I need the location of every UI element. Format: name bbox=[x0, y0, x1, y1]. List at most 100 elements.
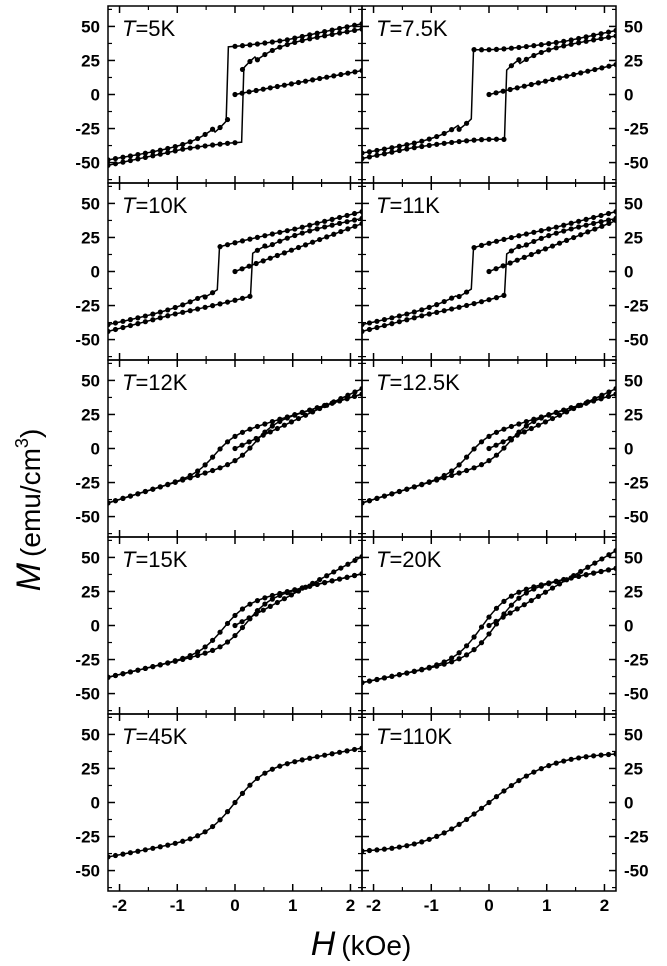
loop-curves bbox=[362, 27, 616, 162]
data-point bbox=[500, 88, 506, 94]
data-point bbox=[120, 318, 126, 324]
data-point bbox=[108, 328, 111, 335]
data-point bbox=[381, 846, 388, 852]
data-point bbox=[523, 419, 529, 425]
data-point bbox=[232, 445, 238, 452]
data-point bbox=[486, 268, 492, 275]
data-point bbox=[419, 138, 425, 144]
x-axis-symbol: H bbox=[311, 925, 336, 963]
data-point bbox=[262, 421, 268, 427]
data-point bbox=[187, 299, 193, 305]
data-point bbox=[441, 830, 447, 836]
data-point bbox=[142, 313, 148, 319]
y-tick-label: -25 bbox=[75, 828, 100, 847]
y-tick-label: 25 bbox=[81, 228, 100, 247]
data-point bbox=[613, 208, 616, 215]
data-point bbox=[224, 140, 231, 146]
data-point bbox=[471, 300, 477, 307]
data-point bbox=[142, 319, 148, 325]
data-point bbox=[150, 317, 156, 323]
data-point bbox=[108, 500, 111, 506]
data-point bbox=[344, 219, 350, 225]
data-point bbox=[172, 144, 178, 150]
data-point bbox=[546, 233, 552, 239]
data-point bbox=[299, 409, 305, 416]
data-point bbox=[269, 596, 275, 602]
data-point bbox=[269, 39, 275, 45]
data-point bbox=[546, 581, 552, 587]
data-point bbox=[292, 226, 298, 232]
data-point bbox=[568, 41, 574, 47]
data-point bbox=[307, 228, 313, 234]
data-point bbox=[419, 667, 425, 673]
data-point bbox=[180, 146, 186, 152]
x-tick-label: -1 bbox=[424, 896, 439, 915]
data-point bbox=[322, 224, 328, 230]
data-point bbox=[478, 137, 485, 143]
data-point bbox=[322, 33, 328, 39]
ascending-branch bbox=[108, 217, 362, 333]
data-point bbox=[426, 479, 432, 485]
data-point bbox=[501, 426, 507, 432]
data-point bbox=[269, 241, 275, 248]
loop-curves bbox=[362, 208, 616, 335]
y-tick-label: 25 bbox=[81, 51, 100, 70]
data-point bbox=[456, 650, 462, 656]
data-point bbox=[112, 161, 119, 167]
data-point bbox=[535, 593, 541, 599]
data-point bbox=[516, 595, 522, 601]
data-point bbox=[605, 34, 612, 40]
data-point bbox=[187, 145, 193, 151]
y-tick-label: 0 bbox=[91, 440, 100, 459]
data-point bbox=[516, 421, 522, 427]
data-point bbox=[426, 142, 432, 148]
data-point bbox=[516, 57, 522, 63]
panel-temperature-label: T=20K bbox=[376, 547, 442, 572]
data-point bbox=[613, 215, 616, 222]
data-point bbox=[456, 138, 462, 145]
data-point bbox=[253, 260, 259, 267]
data-point bbox=[314, 581, 320, 588]
data-point bbox=[590, 398, 597, 404]
data-point bbox=[396, 147, 402, 154]
data-point bbox=[217, 465, 223, 471]
data-point bbox=[120, 671, 126, 677]
data-point bbox=[463, 467, 470, 474]
data-point bbox=[456, 462, 462, 468]
data-point bbox=[396, 672, 402, 678]
data-point bbox=[531, 769, 537, 775]
data-point bbox=[180, 656, 186, 663]
data-point bbox=[605, 393, 612, 399]
data-point bbox=[478, 462, 485, 468]
data-point bbox=[277, 592, 283, 599]
data-point bbox=[374, 318, 380, 324]
data-point bbox=[314, 34, 320, 40]
data-point bbox=[486, 445, 492, 452]
data-point bbox=[120, 495, 126, 501]
data-point bbox=[538, 228, 544, 234]
data-point bbox=[478, 47, 485, 53]
panel-label-symbol: T bbox=[376, 547, 391, 572]
data-point bbox=[135, 315, 141, 321]
data-point bbox=[441, 298, 447, 305]
data-point bbox=[172, 311, 178, 317]
data-point bbox=[396, 143, 402, 149]
data-point bbox=[317, 75, 323, 82]
data-point bbox=[314, 226, 320, 232]
data-point bbox=[389, 149, 395, 155]
data-point bbox=[561, 228, 567, 234]
y-axis-unit-power: 3 bbox=[12, 438, 32, 448]
data-point bbox=[150, 153, 156, 159]
data-point bbox=[411, 315, 417, 321]
data-point bbox=[135, 491, 141, 497]
data-point bbox=[585, 564, 591, 570]
data-point bbox=[310, 77, 316, 83]
data-point bbox=[561, 758, 567, 764]
data-point bbox=[538, 583, 544, 589]
data-point bbox=[344, 748, 350, 754]
data-point bbox=[404, 843, 410, 849]
data-point bbox=[389, 315, 395, 321]
data-point bbox=[599, 65, 605, 71]
data-point bbox=[180, 302, 186, 308]
data-point bbox=[486, 631, 492, 637]
